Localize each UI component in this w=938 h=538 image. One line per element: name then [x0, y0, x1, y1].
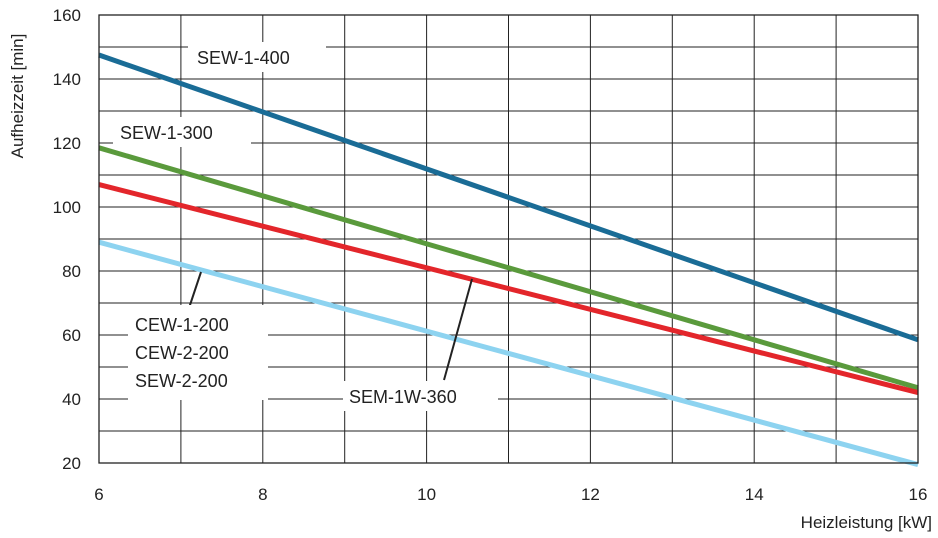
x-tick-label: 12 [581, 485, 600, 504]
y-tick-label: 160 [53, 6, 81, 25]
y-tick-label: 20 [62, 454, 81, 473]
y-tick-label: 80 [62, 262, 81, 281]
y-tick-label: 60 [62, 326, 81, 345]
label-sew-1-400: SEW-1-400 [197, 48, 290, 68]
series-line-sew-1-300 [98, 145, 919, 391]
x-axis-label: Heizleistung [kW] [801, 513, 932, 532]
plot-border [98, 14, 919, 464]
label-bg-cew [128, 305, 268, 400]
y-tick-label: 100 [53, 198, 81, 217]
y-tick-label: 140 [53, 70, 81, 89]
label-sew-2-200: SEW-2-200 [135, 371, 228, 391]
annotations: SEW-1-400 SEW-1-300 CEW-1-200 CEW-2-200 … [113, 42, 498, 411]
x-tick-label: 16 [909, 485, 928, 504]
y-tick-label: 120 [53, 134, 81, 153]
y-axis-label: Aufheizzeit [min] [8, 34, 27, 159]
tick-labels: 6 8 10 12 14 16 20 40 60 80 100 120 140 160 [53, 6, 928, 504]
x-tick-label: 14 [745, 485, 764, 504]
label-bg-sem-1w-360 [343, 381, 498, 411]
leader-sem [443, 278, 473, 381]
label-cew-1-200: CEW-1-200 [135, 315, 229, 335]
label-sew-1-300: SEW-1-300 [120, 123, 213, 143]
x-tick-label: 8 [258, 485, 267, 504]
y-tick-label: 40 [62, 390, 81, 409]
series-line-sem-1w-360 [98, 182, 919, 396]
series-line-sew-1-400 [98, 52, 919, 343]
x-tick-label: 6 [94, 485, 103, 504]
label-sem-1w-360: SEM-1W-360 [349, 387, 457, 407]
series-lines [98, 52, 919, 468]
label-bg-sew-1-300 [113, 117, 251, 147]
series-line-cew-1-200 [98, 239, 919, 468]
label-cew-2-200: CEW-2-200 [135, 343, 229, 363]
label-bg-sew-1-400 [188, 42, 326, 72]
x-tick-label: 10 [417, 485, 436, 504]
plot-frame [98, 14, 919, 464]
